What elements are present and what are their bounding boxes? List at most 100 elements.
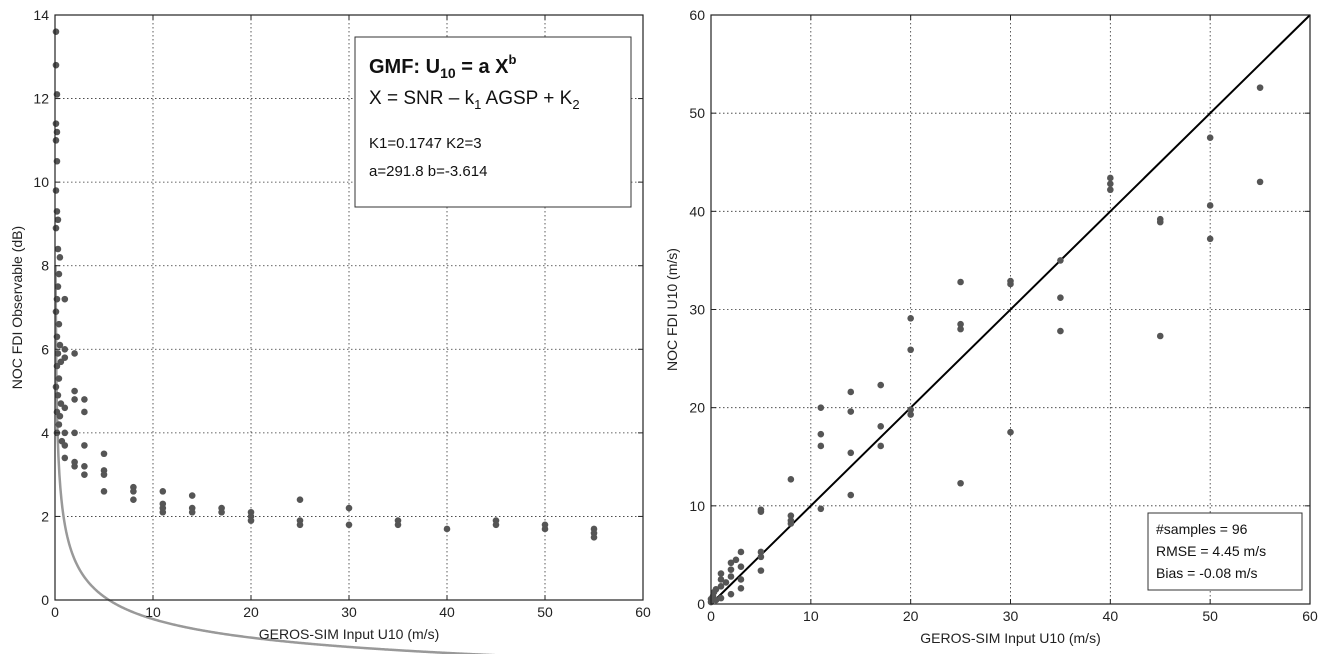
x-tick-label: 40 bbox=[1103, 608, 1119, 624]
data-point bbox=[1256, 84, 1264, 91]
data-point bbox=[732, 556, 740, 564]
data-point bbox=[52, 137, 60, 144]
data-point bbox=[1007, 280, 1014, 288]
data-point bbox=[1206, 134, 1214, 142]
data-point bbox=[54, 245, 62, 253]
y-tick-label: 2 bbox=[41, 508, 49, 524]
data-point bbox=[81, 471, 88, 478]
data-point bbox=[56, 412, 64, 420]
data-point bbox=[71, 396, 78, 403]
data-point bbox=[907, 406, 914, 413]
x-axis-label: GEROS-SIM Input U10 (m/s) bbox=[259, 626, 439, 642]
y-tick-label: 20 bbox=[689, 400, 705, 416]
data-point bbox=[100, 488, 108, 495]
x-tick-label: 30 bbox=[341, 604, 357, 620]
data-point bbox=[159, 488, 167, 495]
data-point bbox=[907, 315, 914, 322]
legend-stats: #samples = 96 RMSE = 4.45 m/s Bias = -0.08… bbox=[1147, 512, 1303, 591]
data-point bbox=[52, 224, 60, 232]
data-point bbox=[296, 521, 304, 529]
data-point bbox=[1156, 218, 1164, 226]
legend-gmf-title: GMF: U10 = a Xb bbox=[369, 52, 516, 81]
y-tick-label: 12 bbox=[33, 91, 49, 107]
data-point bbox=[957, 320, 964, 328]
data-point bbox=[1206, 202, 1214, 209]
data-point bbox=[345, 521, 353, 529]
stats-line: Bias = -0.08 m/s bbox=[1156, 565, 1258, 581]
data-point bbox=[1107, 186, 1114, 194]
y-tick-label: 60 bbox=[689, 7, 705, 23]
x-tick-label: 30 bbox=[1003, 608, 1019, 624]
y-axis-label: NOC FDI U10 (m/s) bbox=[664, 248, 680, 371]
legend-gmf-x-def: X = SNR – k1 AGSP + K2 bbox=[369, 88, 580, 112]
data-point bbox=[877, 423, 885, 430]
data-point bbox=[717, 583, 725, 590]
data-point bbox=[722, 579, 730, 586]
x-tick-label: 20 bbox=[243, 604, 259, 620]
y-tick-label: 8 bbox=[41, 258, 49, 274]
data-point bbox=[55, 320, 63, 328]
data-point bbox=[52, 187, 60, 194]
data-point bbox=[907, 411, 914, 418]
stats-box bbox=[1147, 512, 1303, 591]
legend-gmf-k: K1=0.1747 K2=3 bbox=[369, 135, 482, 152]
data-point bbox=[130, 488, 137, 495]
y-axis-label: NOC FDI Observable (dB) bbox=[9, 226, 25, 389]
data-point bbox=[57, 400, 65, 407]
data-point bbox=[81, 462, 88, 470]
data-point bbox=[52, 308, 60, 315]
data-point bbox=[52, 61, 60, 69]
data-point bbox=[757, 506, 765, 514]
data-point bbox=[717, 570, 725, 577]
data-point bbox=[81, 396, 88, 403]
legend-gmf-ab: a=291.8 b=-3.614 bbox=[369, 163, 487, 180]
x-tick-label: 60 bbox=[1302, 608, 1318, 624]
x-tick-label: 10 bbox=[803, 608, 819, 624]
data-point bbox=[57, 358, 65, 366]
x-tick-label: 60 bbox=[635, 604, 651, 620]
data-point bbox=[1107, 174, 1114, 182]
legend-box bbox=[354, 36, 632, 208]
data-point bbox=[737, 584, 745, 592]
data-point bbox=[61, 442, 69, 449]
x-tick-label: 50 bbox=[537, 604, 553, 620]
data-point bbox=[1156, 332, 1164, 340]
data-point bbox=[443, 525, 451, 533]
data-point bbox=[737, 576, 745, 583]
data-point bbox=[757, 553, 765, 561]
data-point bbox=[957, 479, 964, 487]
y-tick-label: 50 bbox=[689, 105, 705, 121]
data-point bbox=[55, 270, 63, 278]
data-point bbox=[218, 508, 225, 516]
data-point bbox=[71, 387, 78, 395]
y-tick-label: 10 bbox=[33, 174, 49, 190]
data-point bbox=[54, 283, 62, 290]
data-point bbox=[817, 430, 825, 438]
data-point bbox=[188, 508, 196, 516]
x-tick-label: 40 bbox=[439, 604, 455, 620]
legend-gmf: GMF: U10 = a Xb X = SNR – k1 AGSP + K2 K1=… bbox=[354, 36, 632, 208]
data-point bbox=[52, 28, 60, 36]
data-point bbox=[712, 585, 720, 593]
data-point bbox=[1107, 180, 1114, 188]
y-tick-label: 10 bbox=[689, 498, 705, 514]
data-point bbox=[717, 594, 725, 602]
data-point bbox=[130, 496, 137, 504]
data-point bbox=[757, 548, 765, 556]
data-point bbox=[61, 345, 69, 353]
data-point bbox=[54, 216, 62, 224]
data-point bbox=[56, 254, 64, 261]
data-point bbox=[100, 450, 108, 458]
data-point bbox=[817, 442, 825, 450]
data-point bbox=[61, 429, 69, 437]
data-point bbox=[296, 496, 304, 504]
data-point bbox=[55, 375, 63, 382]
data-point bbox=[61, 404, 69, 412]
data-point bbox=[52, 120, 60, 127]
y-tick-label: 4 bbox=[41, 425, 49, 441]
data-point bbox=[159, 508, 167, 516]
data-point bbox=[847, 388, 855, 396]
data-point bbox=[541, 525, 549, 533]
data-point bbox=[100, 471, 108, 478]
